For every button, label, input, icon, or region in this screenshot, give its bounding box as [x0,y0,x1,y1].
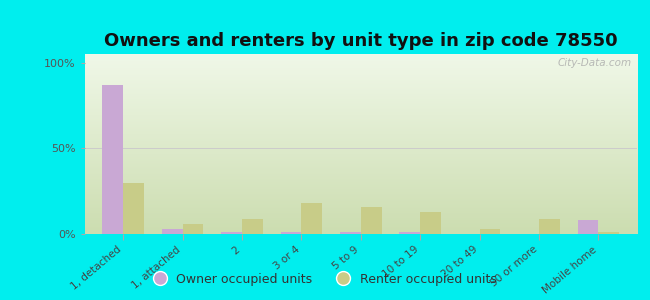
Bar [221,232,242,234]
Bar [340,232,361,234]
Bar [599,232,619,234]
Bar [302,203,322,234]
Bar [123,183,144,234]
Bar [162,229,183,234]
Text: City-Data.com: City-Data.com [557,58,632,68]
Bar [539,219,560,234]
Bar [183,224,203,234]
Bar [361,207,382,234]
Bar [399,232,420,234]
Bar [420,212,441,234]
Bar [242,219,263,234]
Bar [578,220,599,234]
Legend: Owner occupied units, Renter occupied units: Owner occupied units, Renter occupied un… [148,268,502,291]
Bar [281,232,302,234]
Bar [102,85,123,234]
Bar [480,229,500,234]
Title: Owners and renters by unit type in zip code 78550: Owners and renters by unit type in zip c… [104,32,618,50]
